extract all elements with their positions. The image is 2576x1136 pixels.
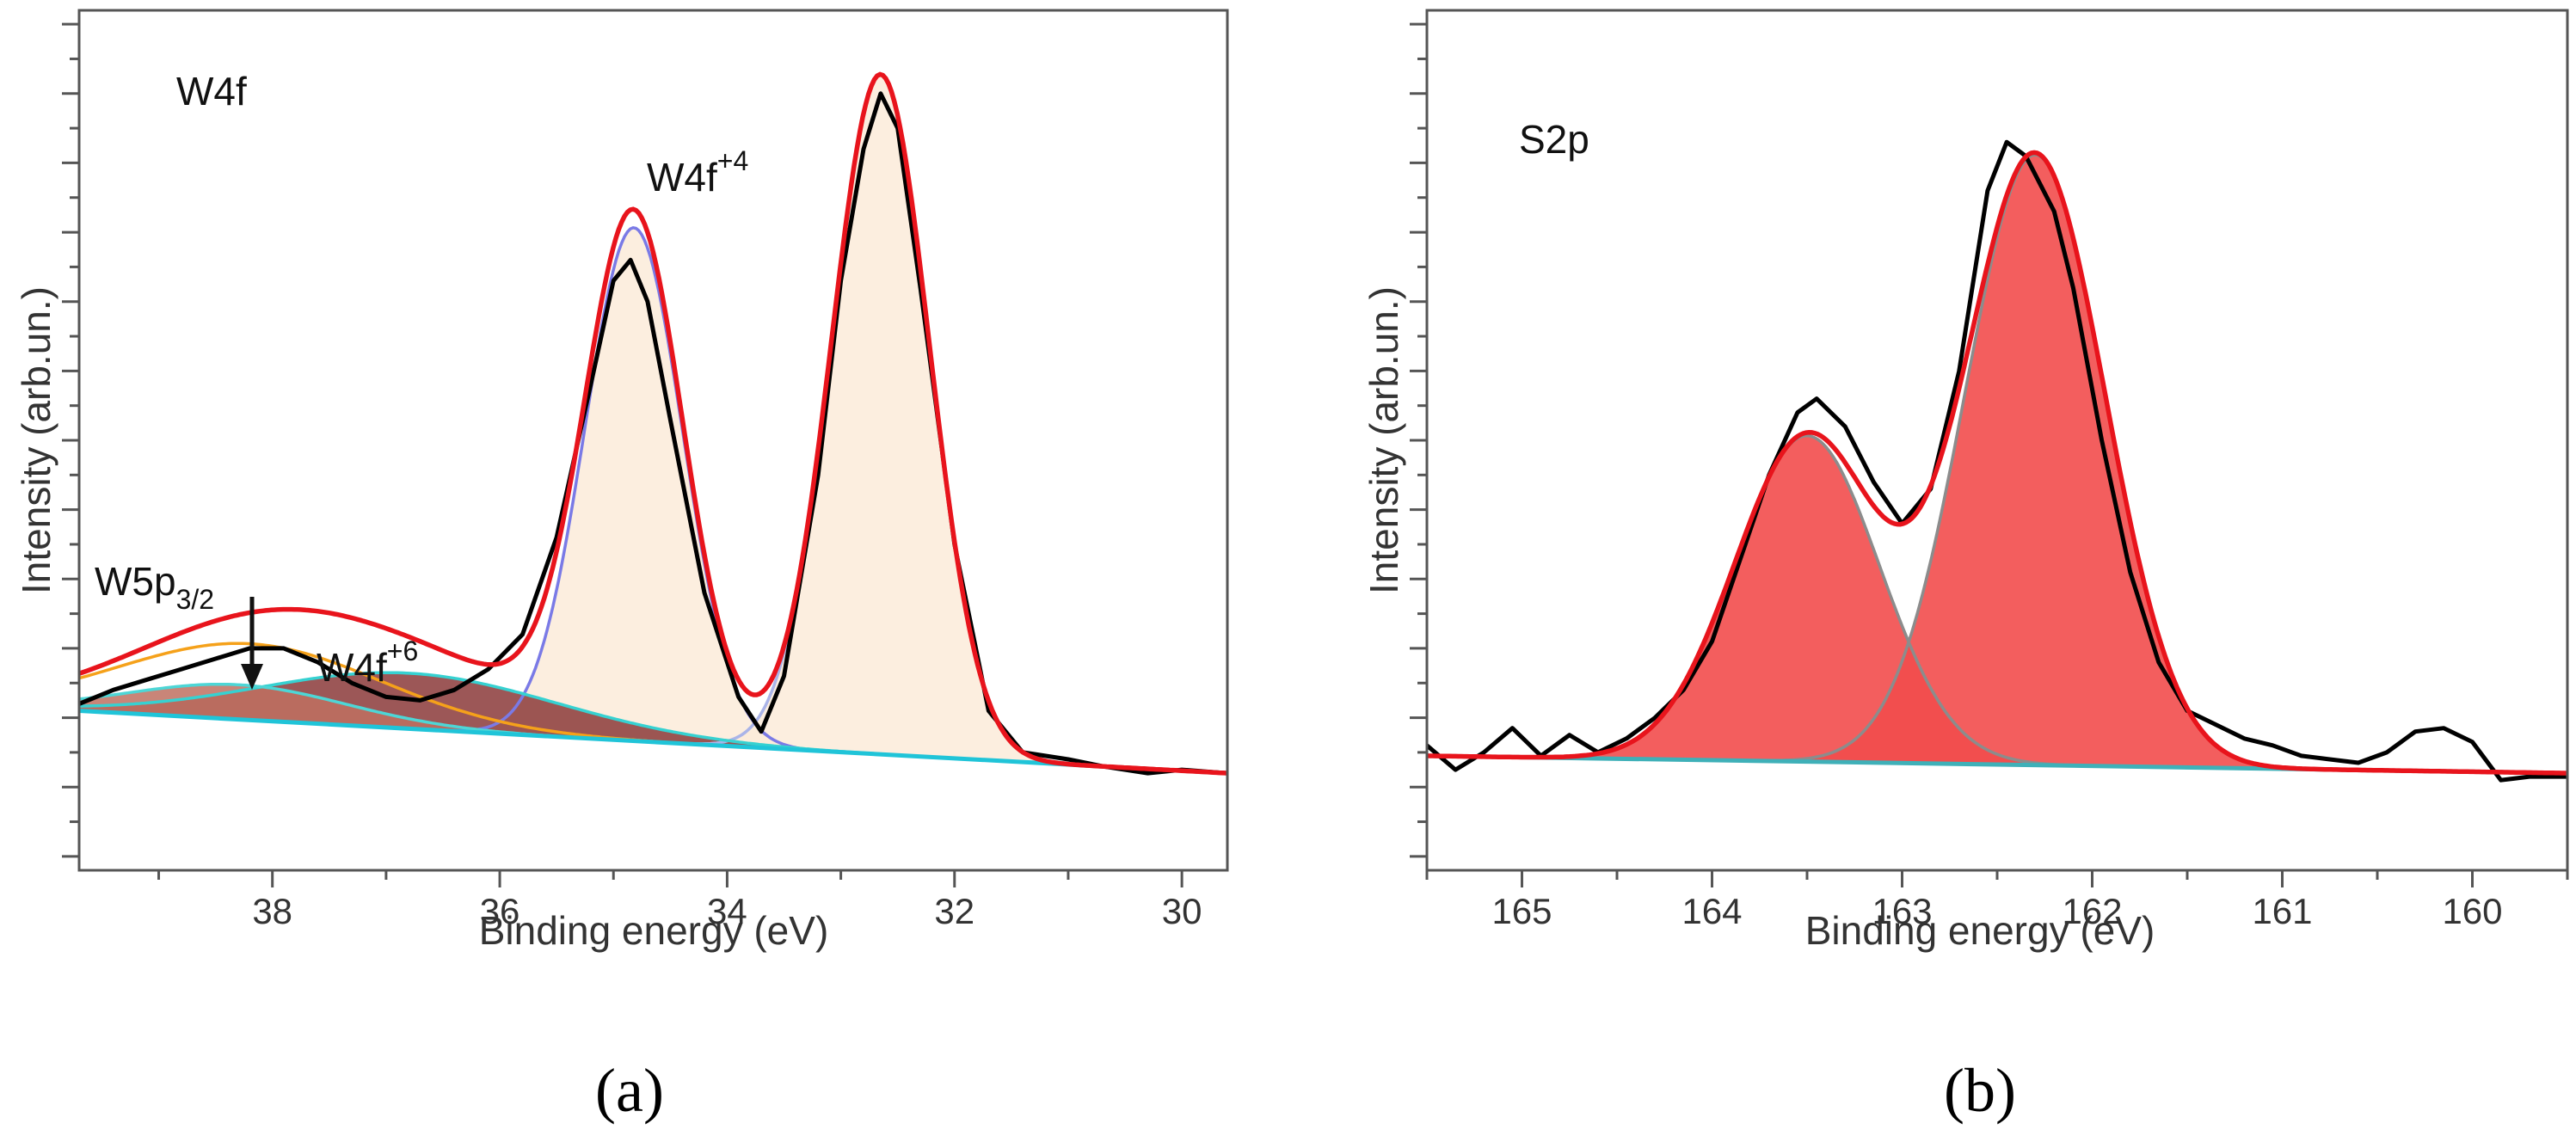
panel-a-arrow [241, 597, 263, 690]
panel-b-ylabel: Intensity (arb.un.) [1362, 286, 1406, 594]
panel-a-component-fill-2 [79, 672, 1227, 774]
panel-a-x-tick-label: 38 [252, 891, 292, 931]
panel-a-title: W4f [176, 69, 247, 114]
panel-a-label: (a) [595, 1056, 664, 1125]
panel-a-x-tick-label: 36 [480, 891, 520, 931]
panel-b-label: (b) [1944, 1056, 2016, 1125]
panel-b-x-tick-label: 165 [1491, 891, 1552, 931]
panel-b-ticks [1410, 22, 2569, 887]
panel-a-annot-w4f4: W4f+4 [647, 145, 748, 200]
panel-b-title: S2p [1519, 117, 1589, 162]
panel-b-plot-area [1427, 139, 2567, 783]
panel-b: 165 164 163 162 161 160 S2p Binding energy (e… [1362, 9, 2569, 1125]
panel-a-plot-area [79, 71, 1227, 776]
panel-b-experimental-line [1427, 139, 2567, 783]
panel-a-tick-labels: 38 36 34 32 30 [252, 891, 1202, 931]
panel-b-x-tick-label: 163 [1872, 891, 1932, 931]
panel-a-ylabel: Intensity (arb.un.) [14, 286, 58, 594]
panel-a-background-line [79, 709, 1227, 776]
panel-a-x-tick-label: 30 [1162, 891, 1202, 931]
panel-a-component-fill-1 [79, 227, 1227, 774]
panel-a-fit-envelope-line [79, 71, 1227, 776]
panel-b-x-tick-label: 162 [2062, 891, 2122, 931]
panel-a-xlabel: Binding energy (eV) [479, 908, 829, 953]
panel-b-x-tick-label: 164 [1681, 891, 1742, 931]
panel-b-x-tick-label: 160 [2442, 891, 2502, 931]
panel-a-x-tick-label: 32 [934, 891, 974, 931]
panel-b-component-fill-0 [1427, 435, 2567, 774]
panel-b-component-fill-1 [1427, 155, 2567, 774]
panel-a-annot-w5p: W5p3/2 [95, 559, 214, 615]
panel-b-tick-labels: 165 164 163 162 161 160 [1491, 891, 2502, 931]
panel-a-component-fill-0 [79, 74, 1227, 774]
panel-b-x-tick-label: 161 [2252, 891, 2312, 931]
panel-a-annot-w4f6: W4f+6 [317, 636, 418, 690]
panel-b-xlabel: Binding energy (eV) [1805, 908, 2155, 953]
panel-b-fit-envelope-line [1427, 150, 2567, 776]
panel-a-component-fill-3 [79, 684, 1227, 774]
panel-a-x-tick-label: 34 [707, 891, 747, 931]
panel-a-ticks [62, 22, 1183, 887]
panel-a: 38 36 34 32 30 W4f W4f+4 W4f+6 W5p3/2 Bindin… [14, 9, 1229, 1125]
